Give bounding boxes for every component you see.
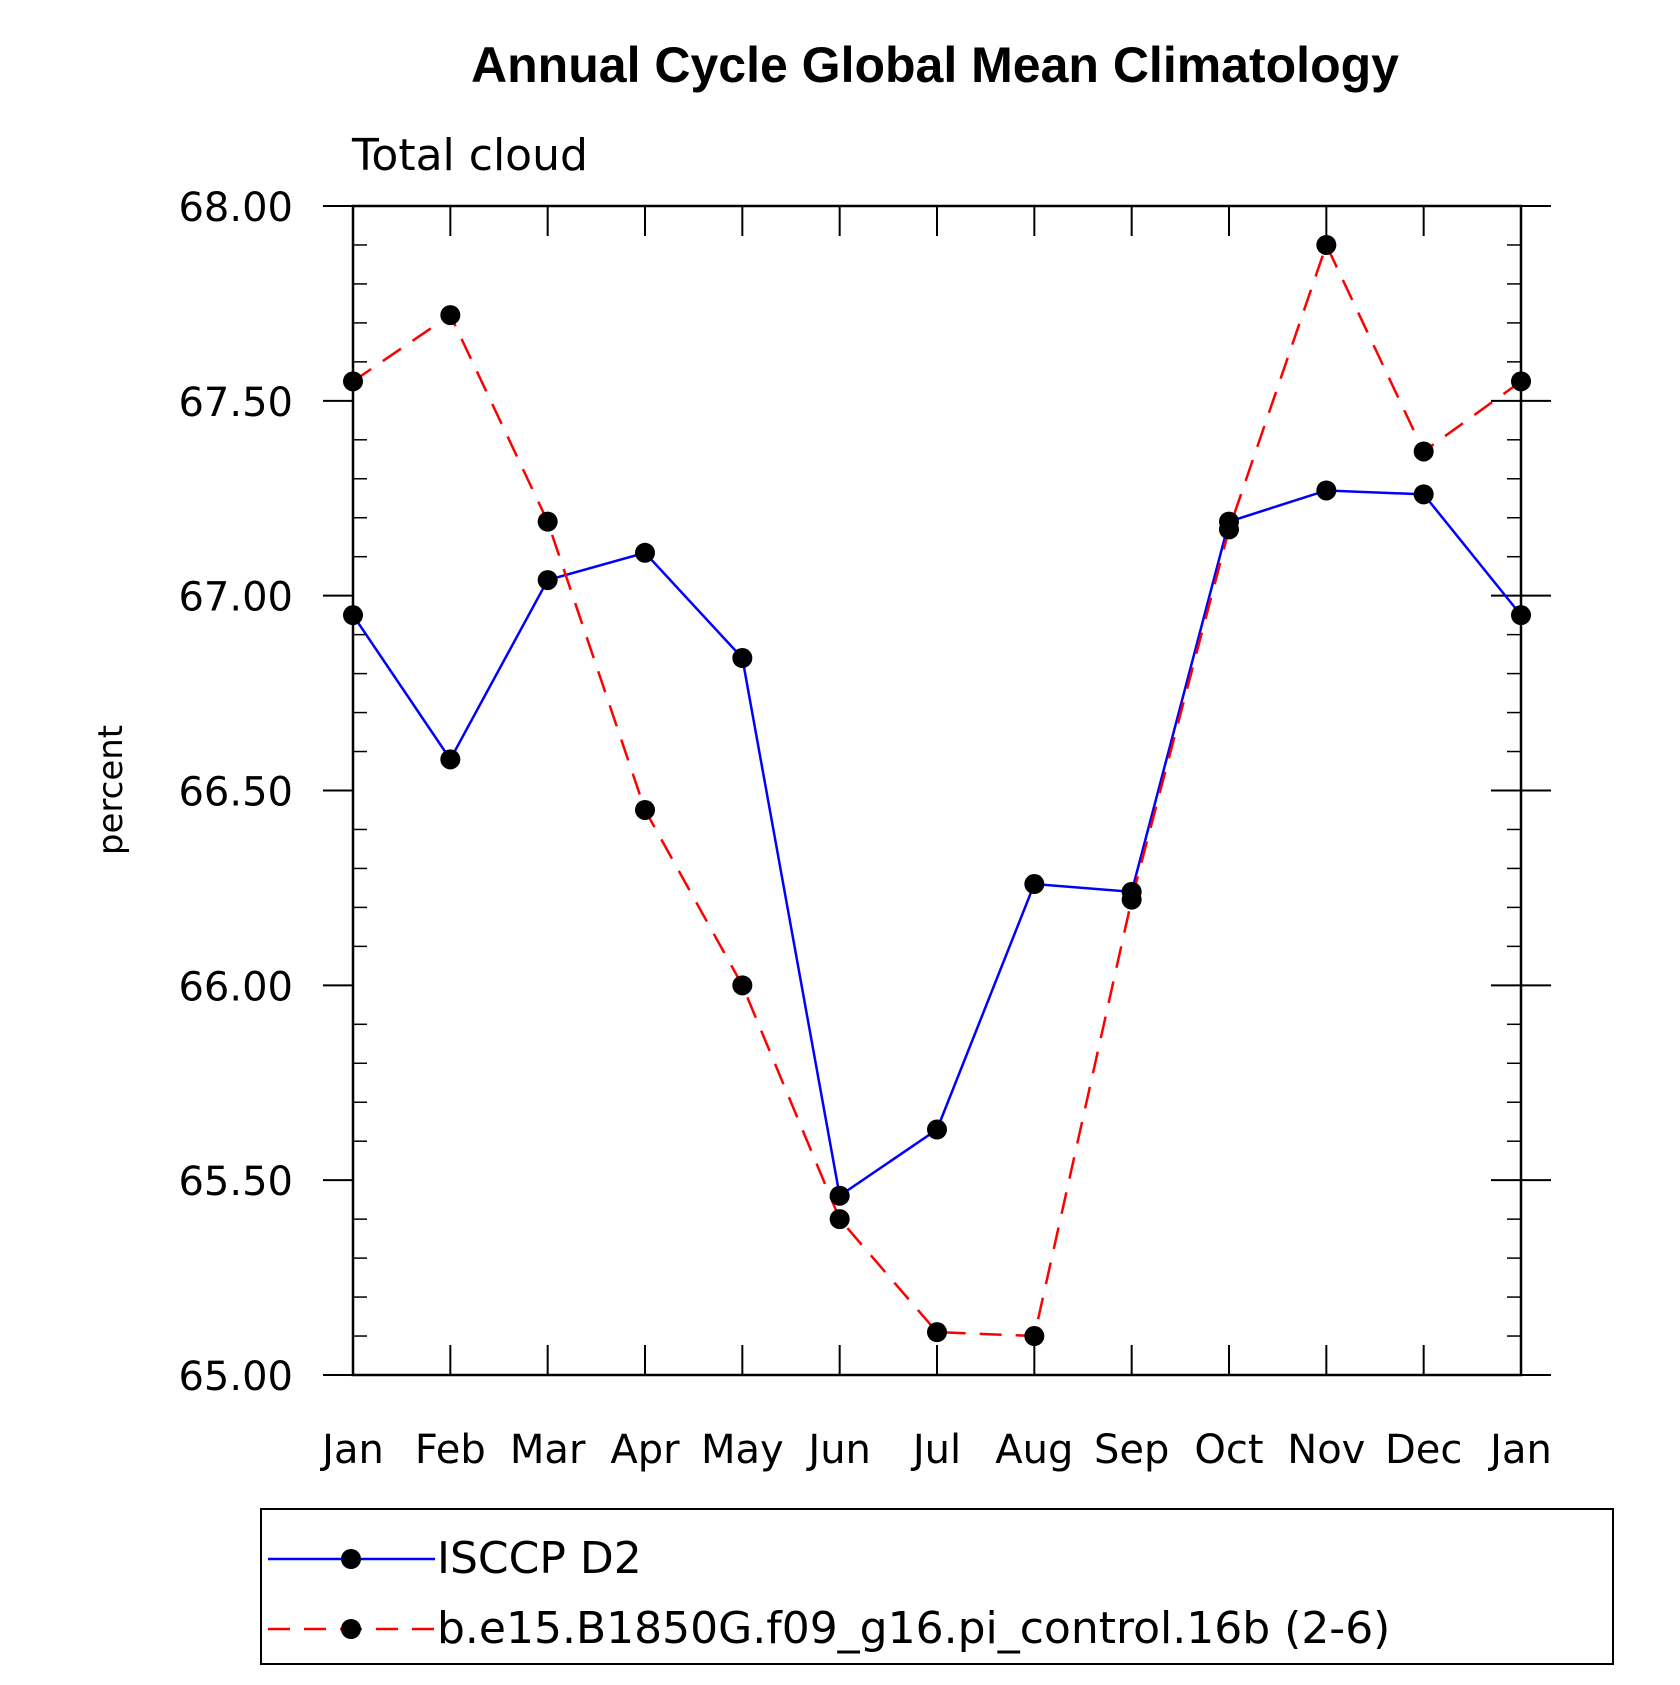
series-2-point xyxy=(1511,371,1531,392)
y-tick-label: 68.00 xyxy=(178,185,293,231)
series-1-point xyxy=(1024,874,1045,895)
x-tick-label: Nov xyxy=(1287,1427,1365,1473)
chart-title: Annual Cycle Global Mean Climatology xyxy=(471,37,1399,93)
legend-label-series-2: b.e15.B1850G.f09_g16.pi_control.16b (2-6… xyxy=(437,1603,1390,1654)
x-tick-label: Aug xyxy=(995,1427,1073,1473)
y-axis-label: percent xyxy=(91,725,131,855)
x-tick-label: Mar xyxy=(510,1427,586,1473)
x-tick-label: Jan xyxy=(1487,1427,1552,1473)
series-1-point xyxy=(732,648,753,669)
series-layer xyxy=(343,234,1531,1347)
series-1-point xyxy=(1316,480,1337,501)
x-tick-label: Apr xyxy=(610,1427,680,1473)
legend: ISCCP D2 b.e15.B1850G.f09_g16.pi_control… xyxy=(260,1508,1614,1665)
series-2-point xyxy=(343,371,363,392)
series-2-point xyxy=(635,799,655,820)
x-tick-label: Jun xyxy=(805,1427,871,1473)
series-line-2 xyxy=(352,241,1522,1338)
legend-label-series-1: ISCCP D2 xyxy=(437,1533,642,1584)
series-2-point xyxy=(1024,1326,1045,1347)
y-tick-label: 65.00 xyxy=(178,1354,293,1400)
y-tick-label: 65.50 xyxy=(178,1159,293,1205)
series-1-point xyxy=(537,570,558,591)
legend-box xyxy=(260,1508,1614,1665)
series-2-point xyxy=(1413,441,1434,462)
series-2-point xyxy=(1219,519,1239,540)
series-2-point xyxy=(440,305,461,326)
legend-marker-series-2 xyxy=(341,1619,361,1639)
series-2-point xyxy=(927,1322,947,1343)
series-2-point xyxy=(829,1209,850,1230)
x-tick-label: May xyxy=(701,1427,784,1473)
series-1-point xyxy=(829,1185,850,1206)
x-tick-label: Jul xyxy=(910,1427,961,1473)
series-line-1 xyxy=(351,489,1522,1198)
legend-entries xyxy=(268,1549,435,1639)
axes: Jan Feb Mar Apr May Jun Jul Aug Sep Oct Nov Dec Jan 6… xyxy=(178,185,1551,1473)
series-1-point xyxy=(1413,484,1434,505)
y-tick-label: 66.50 xyxy=(178,770,293,816)
x-tick-label: Oct xyxy=(1194,1427,1263,1473)
x-tick-label: Feb xyxy=(415,1427,486,1473)
series-2-point xyxy=(732,975,753,996)
plot-frame xyxy=(351,204,1523,1377)
x-tick-label: Jan xyxy=(319,1427,384,1473)
y-tick-label: 66.00 xyxy=(178,964,293,1010)
chart-subtitle: Total cloud xyxy=(351,130,588,181)
series-2-point xyxy=(1316,234,1337,255)
x-tick-label: Sep xyxy=(1094,1427,1169,1473)
series-1-point xyxy=(927,1119,947,1140)
series-1-point xyxy=(1511,605,1531,626)
y-tick-label: 67.00 xyxy=(178,575,293,621)
series-1-point xyxy=(440,749,461,770)
x-tick-label: Dec xyxy=(1385,1427,1462,1473)
legend-marker-series-1 xyxy=(341,1549,361,1569)
series-1-point xyxy=(343,605,363,626)
y-tick-label: 67.50 xyxy=(178,380,293,426)
series-2-point xyxy=(537,511,558,532)
series-2-point xyxy=(1121,889,1142,910)
series-1-point xyxy=(635,542,655,563)
